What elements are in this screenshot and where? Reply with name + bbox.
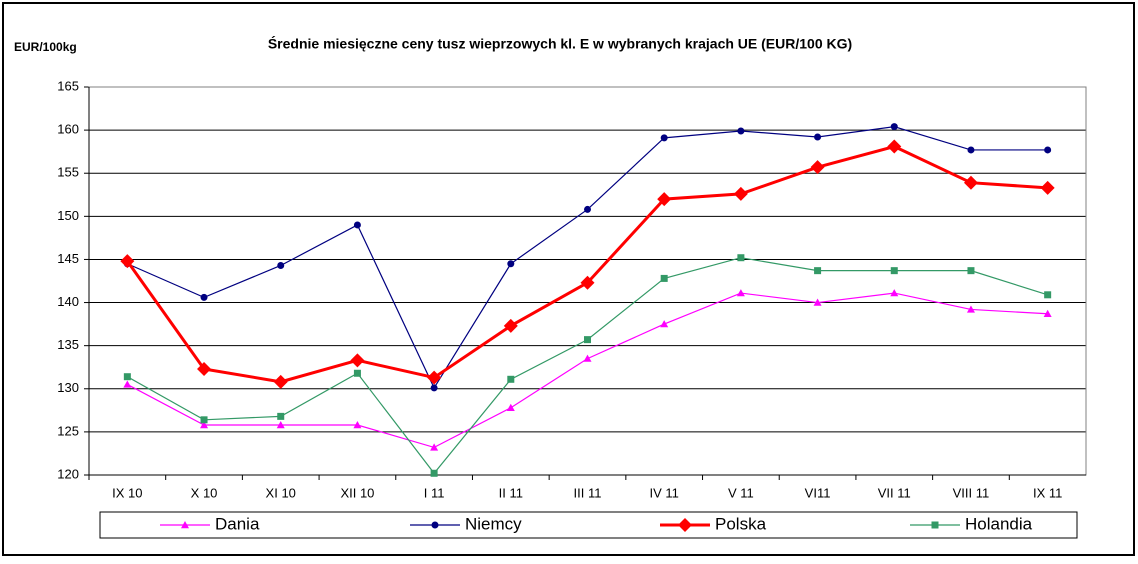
data-point: [430, 469, 438, 477]
data-point: [353, 221, 361, 229]
y-tick-label: 125: [57, 423, 79, 438]
data-point: [660, 320, 669, 328]
data-point: [277, 412, 285, 420]
data-point: [814, 133, 822, 141]
data-point: [123, 380, 132, 388]
frame: [2, 2, 1135, 556]
data-point: [963, 175, 978, 190]
data-point: [427, 370, 442, 385]
data-point: [810, 160, 825, 175]
data-point: [967, 146, 975, 154]
x-tick-label: V 11: [728, 485, 754, 500]
legend-marker: [181, 521, 189, 529]
y-tick-label: 130: [57, 380, 79, 395]
data-point: [580, 275, 595, 290]
y-tick-label: 160: [57, 122, 79, 137]
x-tick-label: IX 10: [112, 485, 142, 500]
data-point: [966, 305, 975, 313]
data-point: [200, 420, 209, 429]
data-point: [1040, 180, 1055, 195]
data-point: [120, 254, 135, 269]
data-point: [813, 298, 822, 306]
x-tick-label: VII 11: [878, 485, 911, 500]
y-tick-label: 140: [57, 294, 79, 309]
data-point: [507, 375, 515, 383]
data-point: [1043, 309, 1052, 317]
data-point: [506, 403, 515, 411]
x-tick-label: XII 10: [340, 485, 374, 500]
data-point: [890, 289, 899, 297]
legend-label: Dania: [215, 514, 260, 533]
data-point: [583, 354, 592, 362]
legend-label: Niemcy: [465, 514, 522, 533]
data-point: [737, 127, 745, 135]
chart-title: Średnie miesięczne ceny tusz wieprzowych…: [268, 35, 852, 52]
legend-marker: [931, 521, 939, 529]
legend-marker: [431, 521, 439, 529]
x-tick-label: X 10: [191, 485, 218, 500]
data-point: [353, 420, 362, 429]
data-point: [1044, 291, 1052, 299]
data-point: [737, 254, 745, 262]
data-point: [814, 267, 822, 275]
data-point: [657, 192, 672, 207]
y-tick-label: 145: [57, 251, 79, 266]
data-point: [200, 416, 208, 424]
data-point: [430, 443, 439, 451]
x-tick-label: IV 11: [649, 485, 678, 500]
x-tick-label: II 11: [499, 485, 523, 500]
legend-marker: [678, 518, 692, 532]
data-point: [736, 289, 745, 297]
data-point: [350, 353, 365, 368]
y-axis-label: EUR/100kg: [14, 40, 77, 54]
data-point: [197, 361, 212, 376]
y-tick-label: 135: [57, 337, 79, 352]
x-tick-label: I 11: [424, 485, 445, 500]
y-tick-label: 150: [57, 208, 79, 223]
data-point: [967, 267, 975, 275]
data-point: [890, 123, 898, 131]
x-tick-label: XI 10: [266, 485, 296, 500]
data-point: [276, 420, 285, 429]
x-tick-label: VIII 11: [953, 485, 990, 500]
data-point: [584, 205, 591, 213]
data-point: [430, 384, 438, 392]
data-point: [200, 293, 208, 301]
y-tick-label: 165: [57, 78, 79, 93]
data-point: [507, 260, 515, 268]
y-tick-label: 120: [57, 466, 79, 481]
data-point: [660, 274, 668, 282]
data-point: [273, 374, 288, 389]
x-tick-label: VI11: [805, 485, 831, 500]
legend-label: Holandia: [965, 514, 1033, 533]
data-point: [733, 186, 748, 201]
x-tick-label: IX 11: [1033, 485, 1062, 500]
legend-label: Polska: [715, 514, 767, 533]
data-point: [503, 318, 518, 333]
data-point: [887, 139, 902, 154]
data-point: [660, 134, 668, 142]
data-point: [1044, 146, 1052, 154]
data-point: [890, 267, 898, 275]
data-point: [123, 373, 131, 381]
data-point: [584, 336, 591, 344]
data-point: [353, 369, 361, 377]
data-point: [277, 261, 285, 269]
y-tick-label: 155: [57, 165, 79, 180]
x-tick-label: III 11: [574, 485, 602, 500]
